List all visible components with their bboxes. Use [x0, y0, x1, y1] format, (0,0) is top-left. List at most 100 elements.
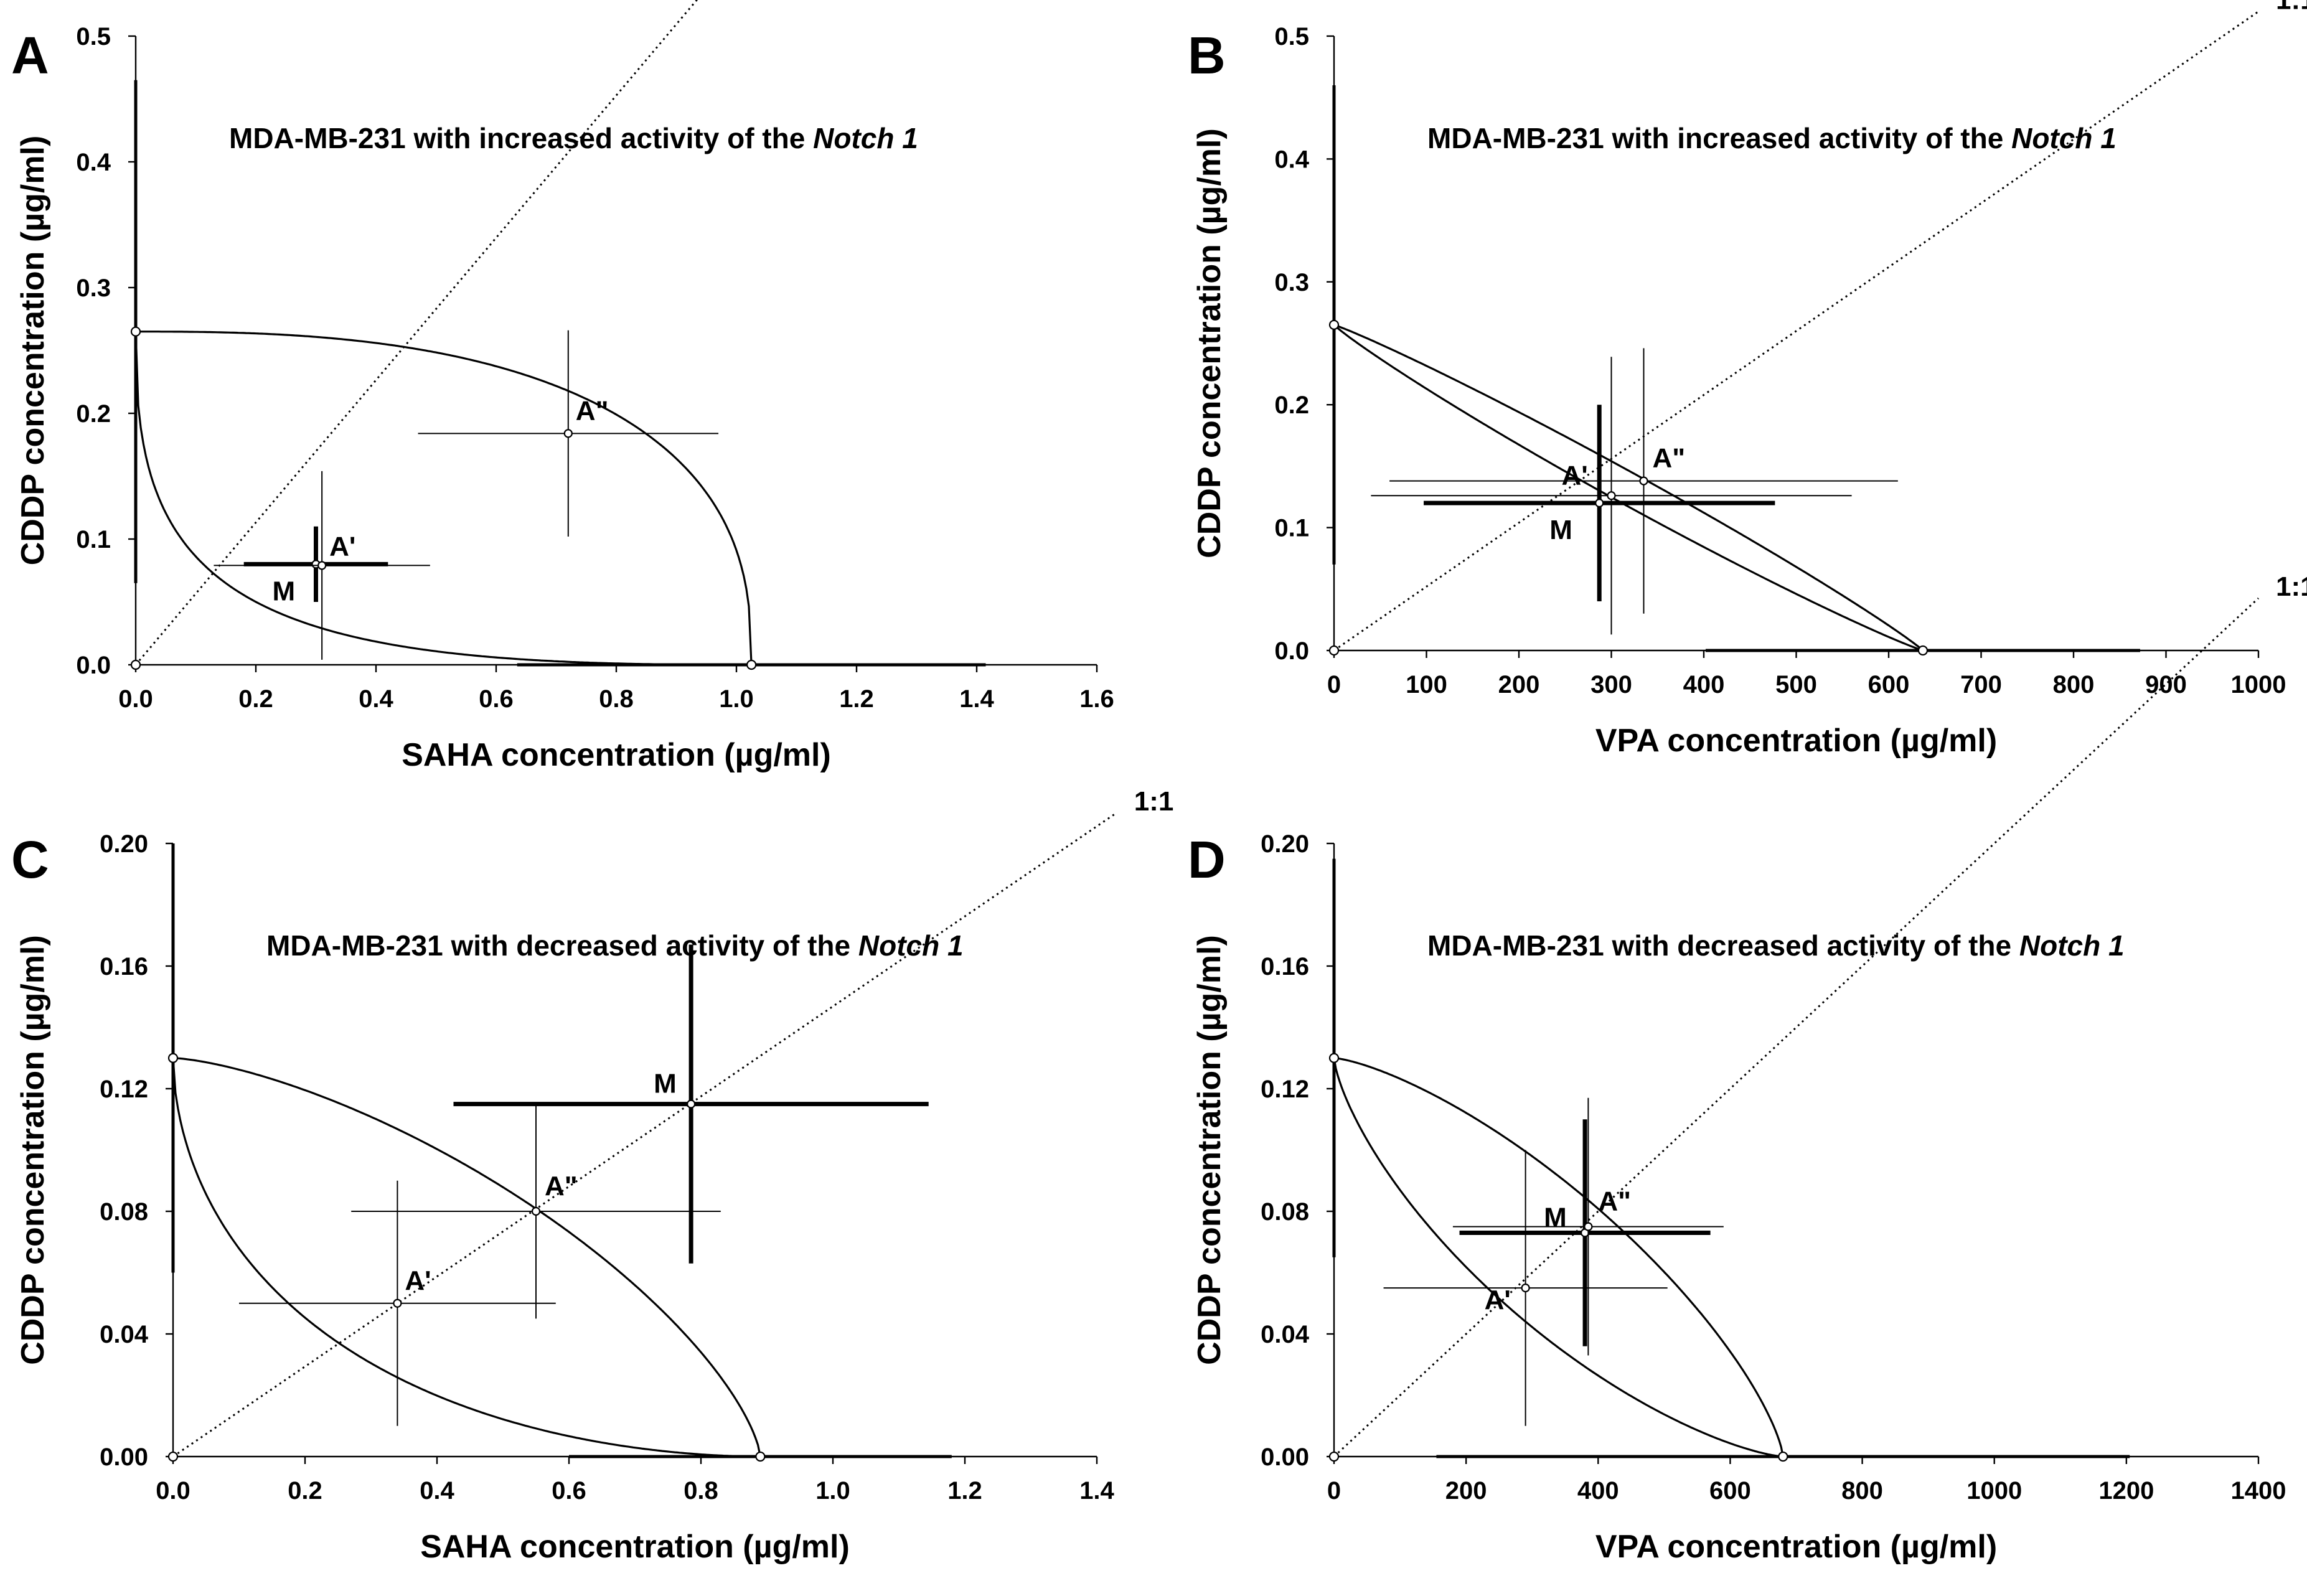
chart-subtitle: MDA-MB-231 with decreased activity of th… [266, 929, 964, 962]
x-tick-label: 0.4 [359, 685, 393, 713]
y-axis-title: CDDP concentration (µg/ml) [15, 935, 51, 1365]
y-tick-label: 0.1 [1274, 515, 1309, 542]
x-tick-label: 1.4 [1079, 1477, 1114, 1504]
point-additive-lower-label: A' [329, 531, 355, 561]
point-mix-label: M [654, 1069, 677, 1099]
x-tick-label: 1.2 [839, 685, 874, 713]
upper-isobole-curve [1333, 324, 1924, 652]
chart-subtitle: MDA-MB-231 with increased activity of th… [1427, 122, 2117, 154]
x-axis-title: SAHA concentration (µg/ml) [420, 1529, 850, 1565]
x-axis-title: VPA concentration (µg/ml) [1595, 723, 1997, 759]
point-additive-upper [563, 429, 573, 438]
ratio-label: 1:1 [1134, 786, 1174, 817]
x-tick-label: 1200 [2098, 1477, 2154, 1504]
x-tick-label: 0.6 [479, 685, 514, 713]
lower-isobole-curve [172, 1058, 761, 1458]
point-additive-lower [393, 1298, 402, 1308]
point-additive-lower-label: A' [1562, 460, 1588, 491]
y-axis-title: CDDP concentration (µg/ml) [15, 136, 51, 566]
origin-point [167, 1451, 179, 1462]
x-tick-label: 0 [1327, 1477, 1341, 1504]
y-tick-label: 0.5 [76, 23, 111, 50]
subtitle-text: MDA-MB-231 with increased activity of th… [229, 122, 813, 154]
x-tick-label: 0.0 [118, 685, 153, 713]
drug-ed50-point [1778, 1451, 1788, 1462]
x-tick-label: 100 [1406, 671, 1447, 698]
cddp-ed50-point [130, 326, 141, 337]
x-tick-label: 1000 [2231, 671, 2286, 698]
subtitle-text: MDA-MB-231 with increased activity of th… [1427, 122, 2011, 154]
panel-b: B 0 100 200 300 400 500 600 700 800 900 1000 0.0 0.1 0… [1188, 0, 2307, 759]
y-tick-label: 0.2 [76, 400, 111, 428]
origin-point [130, 659, 141, 670]
point-additive-upper [531, 1206, 541, 1216]
x-tick-label: 600 [1709, 1477, 1751, 1504]
x-tick-label: 0.2 [288, 1477, 322, 1504]
point-mix-label: M [1549, 515, 1572, 545]
x-tick-label: 1.4 [959, 685, 994, 713]
point-additive-upper-label: A" [1652, 443, 1685, 474]
ratio-line [1333, 11, 2259, 652]
upper-isobole-curve [172, 1057, 761, 1457]
point-mix-label: M [273, 576, 296, 606]
y-tick-label: 0.20 [1261, 830, 1309, 858]
point-additive-lower-label: A' [405, 1265, 431, 1296]
y-tick-label: 0.00 [100, 1443, 148, 1471]
point-additive-upper-label: A" [545, 1171, 578, 1201]
lower-isobole-curve [1333, 1058, 1783, 1458]
point-additive-lower [1607, 491, 1616, 500]
y-tick-label: 0.12 [100, 1076, 148, 1103]
panel-letter: D [1188, 830, 1226, 889]
origin-point [1328, 1451, 1340, 1462]
drug-ed50-point [755, 1451, 766, 1462]
point-additive-upper [1584, 1222, 1593, 1231]
point-additive-lower-label: A' [1485, 1285, 1511, 1315]
cddp-ed50-point [1328, 319, 1340, 330]
x-tick-label: 800 [2053, 671, 2095, 698]
panel-a: A 0.0 0.2 0.4 0.6 0.8 1.0 1.2 1.4 1.6 0.0 0.1 0.2 0.3… [11, 0, 1114, 773]
x-tick-label: 400 [1577, 1477, 1619, 1504]
point-additive-upper-label: A" [1598, 1186, 1631, 1217]
y-tick-label: 0.08 [1261, 1198, 1309, 1226]
point-mix [686, 1099, 696, 1109]
drug-ed50-point [746, 659, 757, 670]
panel-letter: B [1188, 26, 1226, 85]
y-tick-label: 0.04 [100, 1321, 149, 1348]
x-tick-label: 1.0 [815, 1477, 850, 1504]
point-additive-lower [1521, 1284, 1530, 1293]
panel-letter: C [11, 830, 49, 889]
subtitle-gene: Notch 1 [2019, 929, 2125, 962]
chart-subtitle: MDA-MB-231 with decreased activity of th… [1427, 929, 2125, 962]
subtitle-text: MDA-MB-231 with decreased activity of th… [266, 929, 858, 962]
y-tick-label: 0.5 [1274, 23, 1309, 50]
ratio-line [172, 812, 1117, 1458]
y-tick-label: 0.12 [1261, 1076, 1309, 1103]
y-tick-label: 0.16 [1261, 953, 1309, 980]
origin-point [1328, 645, 1340, 656]
x-tick-label: 300 [1590, 671, 1632, 698]
y-axis-title: CDDP concentration (µg/ml) [1191, 128, 1228, 558]
subtitle-gene: Notch 1 [2011, 122, 2117, 154]
x-tick-label: 0.8 [599, 685, 634, 713]
subtitle-gene: Notch 1 [858, 929, 964, 962]
y-tick-label: 0.4 [76, 149, 111, 176]
chart-subtitle: MDA-MB-231 with increased activity of th… [229, 122, 918, 154]
y-tick-label: 0.0 [76, 652, 111, 679]
x-tick-label: 0.4 [420, 1477, 454, 1504]
y-tick-label: 0.3 [1274, 269, 1309, 296]
lower-isobole-curve [1333, 324, 1924, 652]
point-additive-lower [317, 561, 327, 570]
ratio-label: 1:1 [2276, 571, 2307, 602]
lower-isobole-curve [134, 331, 752, 666]
y-tick-label: 0.20 [100, 830, 148, 858]
cddp-ed50-point [1328, 1053, 1340, 1063]
x-tick-label: 400 [1683, 671, 1725, 698]
subtitle-text: MDA-MB-231 with decreased activity of th… [1427, 929, 2019, 962]
x-tick-label: 200 [1498, 671, 1540, 698]
ratio-line [134, 0, 698, 665]
x-axis-title: VPA concentration (µg/ml) [1595, 1529, 1997, 1565]
upper-isobole-curve [136, 331, 753, 665]
x-tick-label: 0.0 [156, 1477, 190, 1504]
x-tick-label: 1000 [1966, 1477, 2022, 1504]
